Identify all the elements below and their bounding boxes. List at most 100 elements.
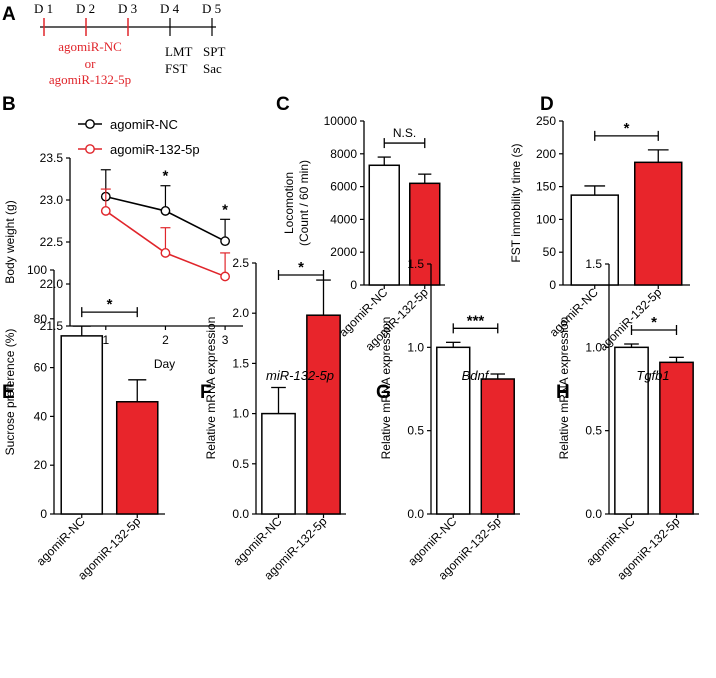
panel-letter-g: G	[376, 382, 391, 403]
panel-letter-e: E	[2, 382, 15, 403]
panel-letter-b: B	[2, 94, 16, 115]
y-tick-label: 0.0	[585, 507, 602, 521]
bar-nc	[436, 346, 471, 515]
chart-f: F0.00.51.01.52.02.5agomiR-NCagomiR-132-5…	[200, 256, 346, 583]
x-tick-label: 3	[222, 333, 229, 347]
timeline-day-2: D 2	[76, 1, 95, 16]
y-tick-label: 6000	[330, 180, 357, 194]
y-tick-label: 1.0	[232, 407, 249, 421]
y-tick-label: 21.5	[40, 319, 64, 333]
legend-marker	[85, 144, 95, 154]
y-tick-label: 50	[543, 245, 557, 259]
y-tick-label: 2000	[330, 245, 357, 259]
series-1	[100, 188, 231, 282]
y-tick-label: 0	[40, 507, 47, 521]
y-tick-label: 23.5	[40, 151, 64, 165]
chart-h: H0.00.51.01.5agomiR-NCagomiR-132-5p*Rela…	[556, 257, 699, 583]
x-tick-label: 1	[102, 333, 109, 347]
bar-132-5p	[634, 161, 683, 286]
y-tick-label: 1.5	[232, 356, 249, 370]
y-axis-label: Sucrose preference (%)	[3, 329, 17, 456]
timeline-day-4: D 4	[160, 1, 180, 16]
timeline-panel: A D 1 D 2 D 3 D 4 D 5 agomiR-NC or agomi…	[2, 1, 225, 87]
data-point	[220, 271, 231, 282]
chart-g: G0.00.51.01.5agomiR-NCagomiR-132-5p***Re…	[376, 257, 520, 583]
significance-marker: ***	[467, 312, 485, 329]
y-tick-label: 22.0	[40, 277, 64, 291]
panel-title: Bdnf	[462, 368, 490, 383]
x-tick-label: agomiR-NC	[34, 514, 88, 568]
bar-132-5p	[659, 361, 694, 515]
y-tick-label: 20	[34, 458, 48, 472]
legend-marker	[85, 119, 95, 129]
bar-nc	[570, 194, 619, 286]
test-lmt: LMT	[165, 44, 193, 59]
significance-marker: *	[107, 296, 113, 313]
panel-title: miR-132-5p	[266, 368, 334, 383]
y-tick-label: 0.5	[407, 424, 424, 438]
y-tick-label: 60	[34, 361, 48, 375]
y-tick-label: 200	[536, 147, 556, 161]
charts: B 21.5 22.0 22.5 23.0 23.5 1 2 3 Day Body weight (…	[2, 94, 699, 583]
treatment-nc: agomiR-NC	[58, 39, 122, 54]
y-tick-label: 1.0	[407, 340, 424, 354]
test-fst: FST	[165, 61, 187, 76]
significance-marker: *	[298, 259, 304, 276]
y-tick-label: 0	[350, 278, 357, 292]
y-axis-label: Relative mRNA expression	[379, 317, 393, 460]
significance-marker: *	[651, 314, 657, 331]
y-tick-label: 40	[34, 409, 48, 423]
y-tick-label: 0.5	[232, 457, 249, 471]
y-tick-label: 250	[536, 114, 556, 128]
legend-label: agomiR-132-5p	[110, 142, 200, 157]
test-spt: SPT	[203, 44, 225, 59]
y-tick-label: 2.0	[232, 306, 249, 320]
panel-letter-a: A	[2, 4, 16, 25]
y-tick-label: 8000	[330, 147, 357, 161]
y-tick-label: 1.5	[585, 257, 602, 271]
y-tick-label: 1.5	[407, 257, 424, 271]
significance-marker: N.S.	[393, 126, 416, 140]
y-tick-label: 100	[536, 212, 556, 226]
chart-e: E020406080100agomiR-NCagomiR-132-5p*Sucr…	[2, 263, 165, 583]
bar-nc	[60, 335, 104, 515]
panel-letter-c: C	[276, 94, 290, 115]
data-point	[100, 206, 111, 216]
significance-marker: *	[222, 201, 228, 218]
chart-c: C0200040006000800010000agomiR-NCagomiR-1…	[276, 94, 445, 354]
x-tick-label: 2	[162, 333, 169, 347]
y-tick-label: 0	[549, 278, 556, 292]
x-tick-label: agomiR-NC	[547, 285, 601, 339]
significance-marker: *	[624, 120, 630, 137]
bar-nc	[261, 412, 296, 515]
y-tick-label: 23.0	[40, 193, 64, 207]
panel-title: Tgfb1	[636, 368, 669, 383]
y-tick-label: 80	[34, 312, 48, 326]
y-tick-label: 0.5	[585, 424, 602, 438]
y-tick-label: 0.0	[232, 507, 249, 521]
treatment-132: agomiR-132-5p	[49, 72, 131, 87]
y-tick-label: 100	[27, 263, 47, 277]
bar-132-5p	[409, 182, 441, 286]
bar-nc	[368, 164, 400, 286]
timeline-day-3: D 3	[118, 1, 137, 16]
bar-132-5p	[115, 401, 159, 515]
y-tick-label: 1.0	[585, 340, 602, 354]
data-point	[220, 236, 231, 247]
y-tick-label: 10000	[324, 114, 358, 128]
y-axis-label: Locomotion	[282, 172, 296, 234]
data-point	[160, 206, 171, 216]
panel-letter-f: F	[200, 382, 212, 403]
timeline-day-1: D 1	[34, 1, 53, 16]
y-tick-label: 2.5	[232, 256, 249, 270]
y-tick-label: 150	[536, 180, 556, 194]
y-tick-label: 0.0	[407, 507, 424, 521]
legend-label: agomiR-NC	[110, 117, 178, 132]
significance-marker: *	[163, 168, 169, 185]
x-axis-label: Day	[154, 357, 175, 371]
chart-b: B 21.5 22.0 22.5 23.0 23.5 1 2 3 Day Body weight (…	[2, 94, 243, 371]
panel-letter-d: D	[540, 94, 554, 115]
treatment-or: or	[85, 56, 97, 71]
chart-d: D050100150200250agomiR-NCagomiR-132-5p*F…	[509, 94, 690, 354]
